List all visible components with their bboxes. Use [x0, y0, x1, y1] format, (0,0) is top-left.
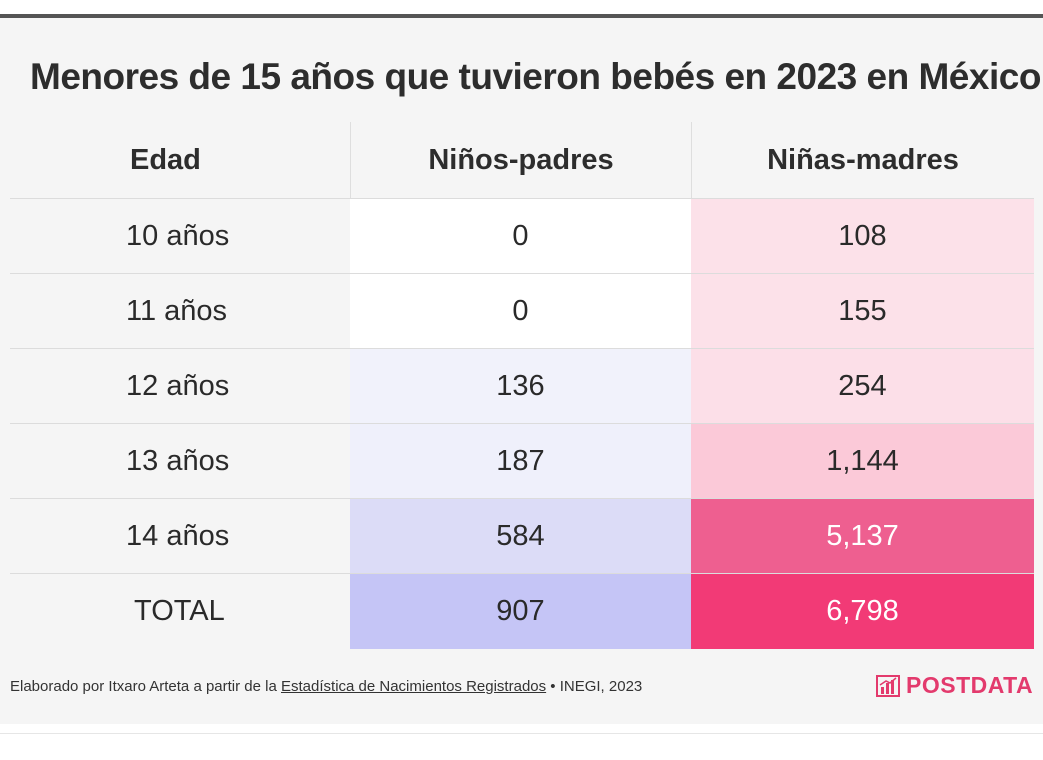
- table-row: 10 años 0 108: [10, 198, 1034, 274]
- table-row: 12 años 136 254: [10, 348, 1034, 424]
- cell-ninos-padres: 0: [350, 199, 691, 274]
- bottom-divider: [0, 733, 1043, 734]
- cell-ninas-madres: 108: [691, 199, 1034, 274]
- cell-ninos-padres: 187: [350, 424, 691, 499]
- column-header-ninas-madres: Niñas-madres: [691, 122, 1034, 198]
- source-note: Elaborado por Itxaro Arteta a partir de …: [10, 678, 642, 695]
- cell-edad: 10 años: [126, 220, 230, 252]
- top-divider: [0, 14, 1043, 18]
- brand-logo: POSTDATA: [876, 672, 1033, 699]
- cell-edad: 11 años: [126, 295, 228, 327]
- table-header: Edad Niños-padres Niñas-madres: [10, 122, 1034, 198]
- column-header-edad: Edad: [130, 143, 201, 176]
- source-link[interactable]: Estadística de Nacimientos Registrados: [281, 678, 547, 695]
- table-row: 11 años 0 155: [10, 273, 1034, 349]
- cell-edad: 13 años: [126, 445, 230, 477]
- cell-ninos-padres: 0: [350, 274, 691, 349]
- table-row: TOTAL 907 6,798: [10, 573, 1034, 649]
- cell-ninos-padres: 907: [350, 574, 691, 649]
- table-body: 10 años 0 108 11 años 0 155 12 años 136 254 13 añ…: [10, 198, 1034, 649]
- cell-ninas-madres: 254: [691, 349, 1034, 424]
- data-table: Edad Niños-padres Niñas-madres 10 años 0 1…: [10, 122, 1034, 649]
- cell-ninos-padres: 136: [350, 349, 691, 424]
- chart-title: Menores de 15 años que tuvieron bebés en…: [30, 56, 1041, 97]
- cell-ninas-madres: 5,137: [691, 499, 1034, 574]
- cell-ninas-madres: 1,144: [691, 424, 1034, 499]
- cell-ninos-padres: 584: [350, 499, 691, 574]
- cell-edad: 14 años: [126, 520, 230, 552]
- table-row: 14 años 584 5,137: [10, 498, 1034, 574]
- source-prefix: Elaborado por Itxaro Arteta a partir de …: [10, 678, 281, 695]
- cell-ninas-madres: 6,798: [691, 574, 1034, 649]
- source-suffix: • INEGI, 2023: [546, 678, 643, 695]
- cell-edad: TOTAL: [134, 595, 225, 627]
- table-row: 13 años 187 1,144: [10, 423, 1034, 499]
- cell-ninas-madres: 155: [691, 274, 1034, 349]
- cell-edad: 12 años: [126, 370, 230, 402]
- column-header-ninos-padres: Niños-padres: [350, 122, 691, 198]
- brand-name: POSTDATA: [906, 672, 1034, 698]
- bar-chart-logo-icon: [876, 674, 900, 697]
